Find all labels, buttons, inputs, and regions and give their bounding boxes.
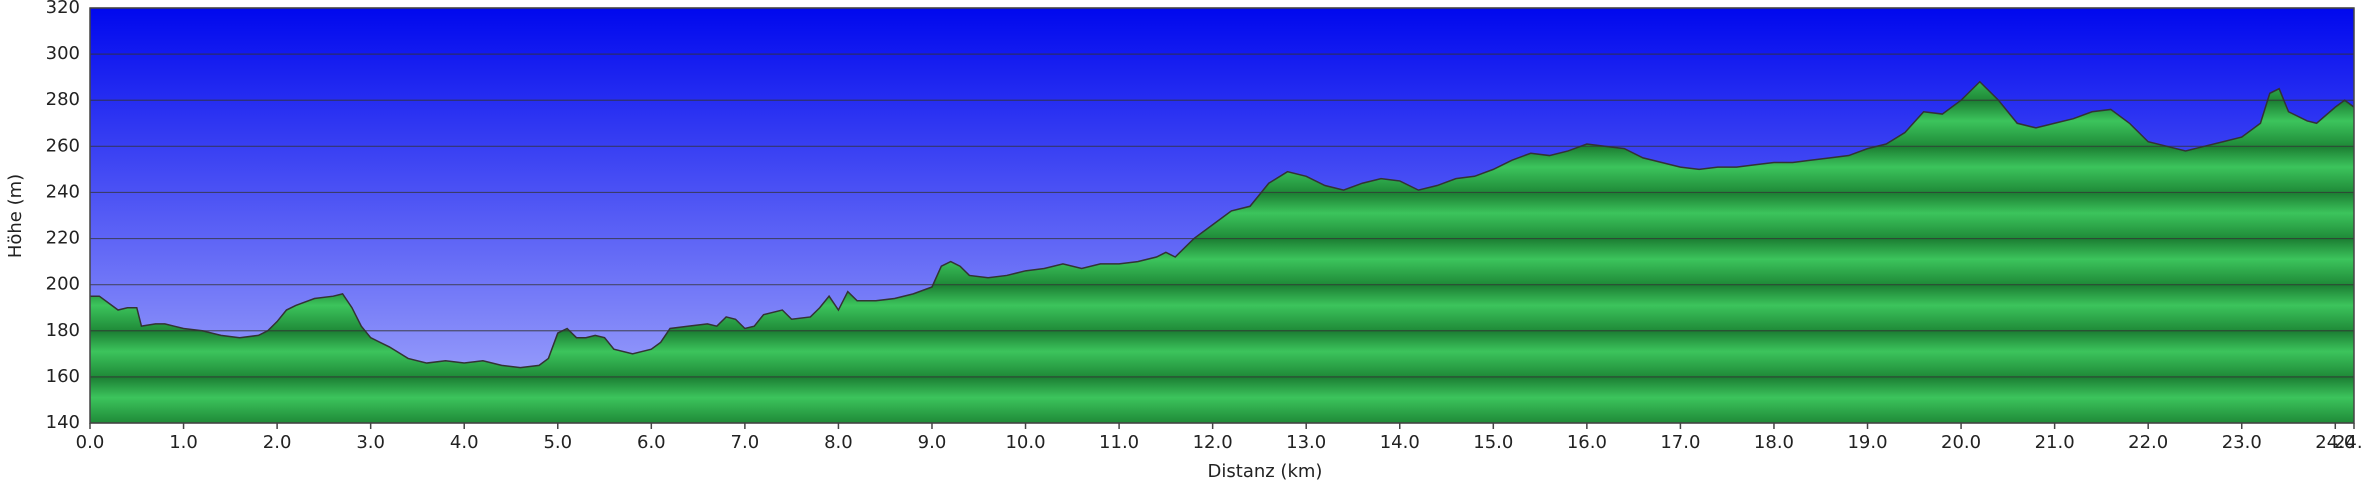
x-tick-label: 8.0 [824,432,853,453]
x-tick-label: 11.0 [1099,432,1139,453]
elevation-line [90,80,2355,369]
x-tick-label: 2.0 [263,432,292,453]
x-tick-label: 21.0 [2035,432,2075,453]
x-tick-label: 23.0 [2222,432,2262,453]
x-tick-label: 1.0 [169,432,198,453]
x-tick-label: 6.0 [637,432,666,453]
y-tick-label: 160 [46,366,80,387]
x-tick-label: 16.0 [1567,432,1607,453]
x-tick-label: 24.0 [2315,432,2355,453]
x-tick-label: 10.0 [1005,432,1045,453]
x-tick-label: 3.0 [356,432,385,453]
y-tick-label: 260 [46,135,80,156]
y-tick-label: 220 [46,228,80,249]
plot-frame [89,7,2355,424]
x-tick-label: 20.0 [1941,432,1981,453]
x-tick-label: 12.0 [1193,432,1233,453]
y-tick-label: 280 [46,89,80,110]
x-tick-label: 18.0 [1754,432,1794,453]
y-tick-label: 200 [46,274,80,295]
x-tick-label: 22.0 [2128,432,2168,453]
x-axis-title: Distanz (km) [1208,461,1323,482]
x-tick-label: 4.0 [450,432,479,453]
x-tick-label: 5.0 [543,432,572,453]
x-tick-label: 17.0 [1660,432,1700,453]
x-tick-label: 7.0 [731,432,760,453]
y-axis-title: Höhe (m) [5,174,26,258]
x-tick-label: 0.0 [76,432,105,453]
x-tick-label: 24.2 [2334,432,2362,453]
y-tick-label: 180 [46,320,80,341]
x-tick-label: 15.0 [1473,432,1513,453]
y-tick-label: 320 [46,0,80,18]
y-tick-label: 140 [46,412,80,433]
x-tick-label: 19.0 [1847,432,1887,453]
x-tick-label: 13.0 [1286,432,1326,453]
x-tick-label: 9.0 [918,432,947,453]
y-tick-label: 240 [46,181,80,202]
x-tick-label: 14.0 [1380,432,1420,453]
elevation-area [90,81,2354,424]
y-tick-label: 300 [46,43,80,64]
